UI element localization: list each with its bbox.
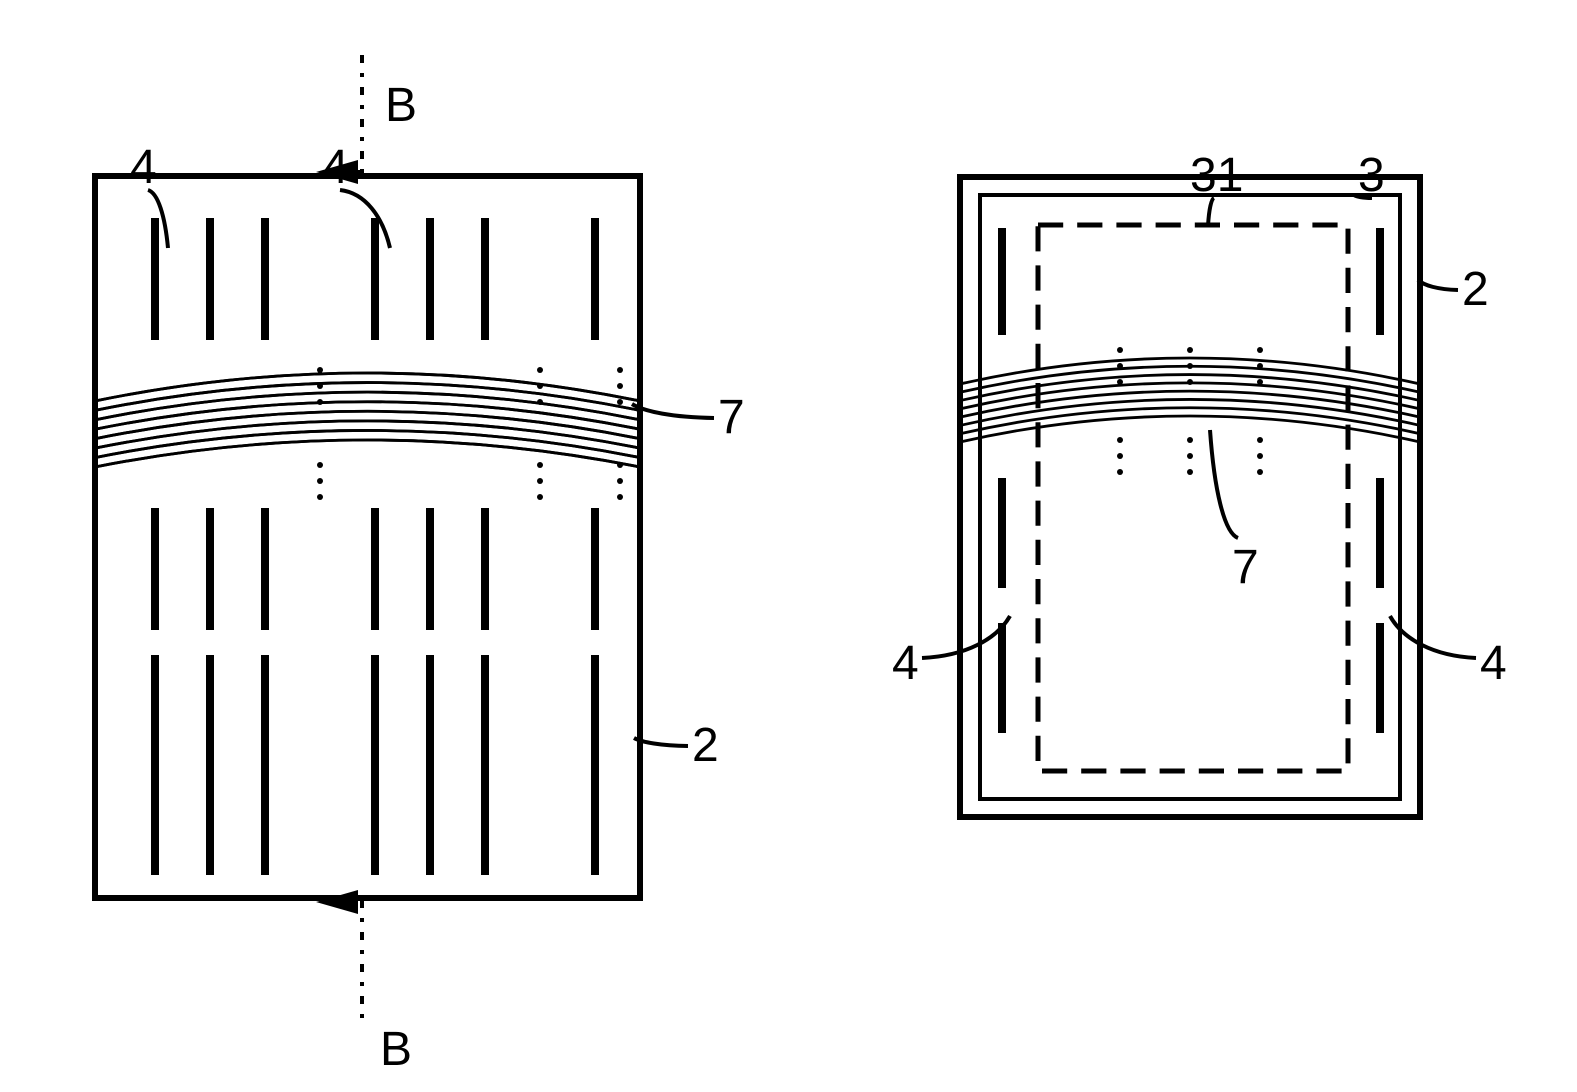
figure-canvas: 4 4 7 2 B B 31 3 2 7 4 4 <box>0 0 1577 1092</box>
label-31: 31 <box>1190 148 1243 203</box>
label-3: 3 <box>1358 148 1385 203</box>
label-4-right-a: 4 <box>892 636 919 691</box>
label-4-right-b: 4 <box>1480 636 1507 691</box>
label-7-left: 7 <box>718 390 745 445</box>
figure-svg <box>0 0 1577 1092</box>
label-2-right: 2 <box>1462 262 1489 317</box>
label-7-right: 7 <box>1232 540 1259 595</box>
label-4-left-b: 4 <box>322 140 349 195</box>
section-letter-bottom: B <box>380 1022 412 1077</box>
label-2-left: 2 <box>692 718 719 773</box>
label-4-left-a: 4 <box>130 140 157 195</box>
section-letter-top: B <box>385 78 417 133</box>
